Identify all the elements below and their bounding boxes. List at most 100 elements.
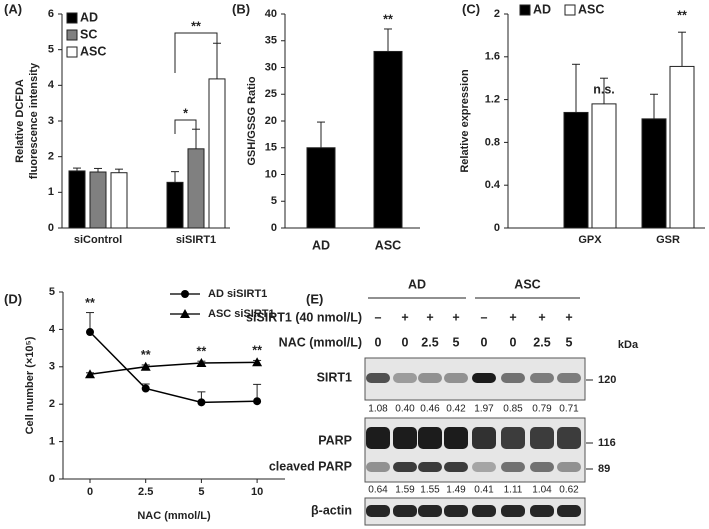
annotation: ** [191, 19, 201, 33]
lane-label: 5 [566, 335, 573, 349]
y-tick-label: 0 [271, 222, 277, 234]
x-tick-label: AD [312, 238, 330, 252]
blot-band [393, 373, 417, 383]
group-label: AD [408, 277, 426, 291]
annotation: n.s. [593, 82, 615, 96]
y-tick-label: 0.4 [485, 179, 501, 191]
y-axis-title: Cell number (×10⁵) [24, 336, 36, 434]
bar [89, 171, 107, 229]
y-tick-label: 30 [265, 61, 277, 73]
lane-label: + [509, 310, 516, 324]
bar [641, 118, 667, 229]
y-axis-title: Relative expression [459, 69, 471, 173]
blot-band [444, 505, 468, 517]
y-tick-label: 6 [48, 8, 54, 20]
blot-band [444, 462, 468, 472]
blot-band [501, 373, 525, 383]
significance-bracket [174, 32, 218, 73]
y-tick-label: 5 [271, 195, 277, 207]
y-tick-label: 0.8 [485, 136, 500, 148]
blot-band [557, 462, 581, 472]
marker [252, 357, 263, 367]
legend-marker [180, 309, 190, 318]
blot-band [444, 373, 468, 383]
y-tick-label: 4 [48, 79, 55, 91]
lane-label: + [426, 310, 433, 324]
y-tick-label: 0 [48, 222, 54, 234]
kda-value: 89 [598, 463, 610, 475]
quantification: 0.71 [559, 404, 579, 415]
blot-label: PARP [318, 433, 352, 447]
blot-band [530, 373, 554, 383]
marker [85, 369, 95, 379]
legend-swatch [564, 4, 576, 16]
lane-label: 0 [481, 335, 488, 349]
lane-label: – [375, 310, 382, 324]
lane-label: + [401, 310, 408, 324]
kda-label: kDa [618, 339, 639, 351]
blot-band [557, 373, 581, 383]
legend-label: ASC [578, 2, 604, 16]
panel-label: (A) [4, 1, 22, 16]
x-tick-label: 10 [251, 486, 263, 498]
bar [591, 103, 617, 229]
y-tick-label: 25 [265, 88, 277, 100]
blot-band [557, 505, 581, 517]
y-tick-label: 1 [48, 186, 54, 198]
quantification: 1.97 [474, 404, 494, 415]
quantification: 1.11 [504, 485, 523, 496]
panel-label: (B) [232, 1, 250, 16]
lane-label: 0 [510, 335, 517, 349]
blot-band [393, 462, 417, 472]
y-tick-label: 5 [48, 44, 54, 56]
kda-value: 116 [598, 437, 616, 449]
y-tick-label: 10 [265, 168, 277, 180]
annotation: * [183, 106, 188, 120]
blot-band [501, 505, 525, 517]
bar [187, 148, 205, 229]
legend-swatch [519, 4, 531, 16]
blot-band [366, 373, 390, 383]
annotation: ** [252, 344, 262, 358]
blot-band [393, 427, 417, 449]
lane-label: 0 [402, 335, 409, 349]
blot-band [366, 427, 390, 449]
blot-band [366, 505, 390, 517]
x-tick-label: ASC [375, 238, 401, 252]
x-tick-label: 2.5 [138, 486, 153, 498]
blot-band [472, 505, 496, 517]
blot-band [472, 462, 496, 472]
legend-label: AD [80, 10, 98, 24]
lane-label: + [538, 310, 545, 324]
y-tick-label: 1.2 [485, 94, 500, 106]
bar [68, 170, 86, 229]
x-tick-label: 5 [198, 486, 204, 498]
y-tick-label: 2 [49, 398, 55, 410]
blot-band [501, 427, 525, 449]
y-tick-label: 0 [494, 222, 500, 234]
x-tick-label: 0 [87, 486, 93, 498]
annotation: ** [85, 296, 95, 310]
legend-label: AD [533, 2, 551, 16]
bar [373, 50, 403, 229]
lane-label: + [565, 310, 572, 324]
y-tick-label: 3 [48, 115, 54, 127]
blot-band [418, 427, 442, 449]
quantification: 0.41 [474, 485, 494, 496]
bar [110, 172, 128, 229]
significance-bracket [174, 119, 197, 134]
quantification: 0.42 [446, 404, 466, 415]
y-axis-title: fluorescence intensity [28, 62, 40, 179]
y-tick-label: 2 [48, 151, 54, 163]
blot-band [557, 427, 581, 449]
blot-band [418, 462, 442, 472]
line [89, 361, 258, 376]
group-label: ASC [514, 277, 540, 291]
y-tick-label: 3 [49, 361, 55, 373]
bar [166, 181, 184, 229]
y-tick-label: 2 [494, 8, 500, 20]
row-label: siSIRT1 (40 nmol/L) [246, 310, 362, 324]
legend-label: ASC siSIRT1 [208, 308, 275, 320]
legend-swatch [66, 29, 78, 41]
marker [86, 328, 94, 337]
